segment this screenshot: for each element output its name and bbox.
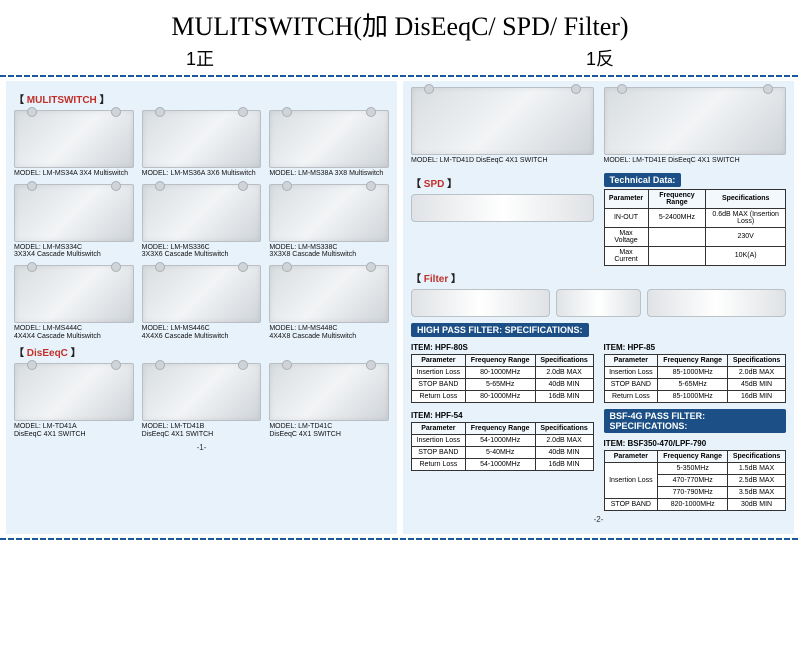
prod-cell: MODEL: LM-TD41E DisEeqC 4X1 SWITCH bbox=[604, 87, 787, 165]
prod-thumb bbox=[142, 184, 262, 242]
prod-caption: MODEL: LM-TD41D DisEeqC 4X1 SWITCH bbox=[411, 157, 594, 165]
page-left: 【 MULITSWITCH 】 MODEL: LM-MS34A 3X4 Mult… bbox=[6, 81, 397, 534]
diseeqc-grid: MODEL: LM-TD41A DisEeqC 4X1 SWITCH MODEL… bbox=[14, 363, 389, 438]
prod-thumb bbox=[14, 265, 134, 323]
prod-cell: MODEL: LM-TD41A DisEeqC 4X1 SWITCH bbox=[14, 363, 134, 438]
section-multiswitch-label: 【 MULITSWITCH 】 bbox=[14, 91, 389, 106]
prod-caption: MODEL: LM-MS38A 3X8 Multiswitch bbox=[269, 170, 389, 178]
hpf54-title: ITEM: HPF-54 bbox=[411, 411, 594, 420]
prod-cell: MODEL: LM-MS338C 3X3X8 Cascade Multiswit… bbox=[269, 184, 389, 259]
prod-cell: MODEL: LM-MS448C 4X4X8 Cascade Multiswit… bbox=[269, 265, 389, 340]
hpf-header: HIGH PASS FILTER: SPECIFICATIONS: bbox=[411, 323, 589, 337]
divider-bottom bbox=[0, 538, 800, 540]
prod-caption: MODEL: LM-MS338C 3X3X8 Cascade Multiswit… bbox=[269, 244, 389, 259]
hpf80-title: ITEM: HPF-80S bbox=[411, 343, 594, 352]
prod-cell: MODEL: LM-MS336C 3X3X6 Cascade Multiswit… bbox=[142, 184, 262, 259]
filter-thumbs bbox=[411, 289, 786, 317]
divider-top bbox=[0, 75, 800, 77]
prod-cell: MODEL: LM-TD41C DisEeqC 4X1 SWITCH bbox=[269, 363, 389, 438]
spd-thumb bbox=[411, 194, 594, 222]
technical-data-table: ParameterFrequency RangeSpecifications I… bbox=[604, 189, 787, 266]
page-right: MODEL: LM-TD41D DisEeqC 4X1 SWITCH MODEL… bbox=[403, 81, 794, 534]
prod-caption: MODEL: LM-MS446C 4X4X6 Cascade Multiswit… bbox=[142, 325, 262, 340]
prod-thumb bbox=[142, 363, 262, 421]
right-top-row: MODEL: LM-TD41D DisEeqC 4X1 SWITCH MODEL… bbox=[411, 87, 786, 165]
bsf-header: BSF-4G PASS FILTER: SPECIFICATIONS: bbox=[604, 409, 787, 433]
right-subtitle: 1反 bbox=[586, 45, 614, 71]
hpf54-table: ParameterFrequency RangeSpecifications I… bbox=[411, 422, 594, 471]
prod-thumb bbox=[269, 110, 389, 168]
multiswitch-grid: MODEL: LM-MS34A 3X4 Multiswitch MODEL: L… bbox=[14, 110, 389, 340]
prod-caption: MODEL: LM-MS336C 3X3X6 Cascade Multiswit… bbox=[142, 244, 262, 259]
page-number-right: -2- bbox=[411, 515, 786, 524]
pages-row: 【 MULITSWITCH 】 MODEL: LM-MS34A 3X4 Mult… bbox=[0, 81, 800, 534]
prod-caption: MODEL: LM-MS36A 3X6 Multiswitch bbox=[142, 170, 262, 178]
prod-caption: MODEL: LM-MS334C 3X3X4 Cascade Multiswit… bbox=[14, 244, 134, 259]
page-title: MULITSWITCH(加 DisEeqC/ SPD/ Filter) bbox=[0, 0, 800, 45]
prod-cell: MODEL: LM-MS446C 4X4X6 Cascade Multiswit… bbox=[142, 265, 262, 340]
prod-thumb bbox=[14, 110, 134, 168]
section-filter-label: 【 Filter 】 bbox=[411, 270, 786, 285]
hpf85-table: ParameterFrequency RangeSpecifications I… bbox=[604, 354, 787, 403]
subtitle-row: 1正 1反 bbox=[0, 45, 800, 75]
prod-cell: MODEL: LM-MS444C 4X4X4 Cascade Multiswit… bbox=[14, 265, 134, 340]
prod-caption: MODEL: LM-TD41E DisEeqC 4X1 SWITCH bbox=[604, 157, 787, 165]
prod-cell: MODEL: LM-MS334C 3X3X4 Cascade Multiswit… bbox=[14, 184, 134, 259]
prod-cell: MODEL: LM-MS34A 3X4 Multiswitch bbox=[14, 110, 134, 178]
prod-cell: MODEL: LM-MS38A 3X8 Multiswitch bbox=[269, 110, 389, 178]
prod-cell: MODEL: LM-TD41D DisEeqC 4X1 SWITCH bbox=[411, 87, 594, 165]
prod-caption: MODEL: LM-MS444C 4X4X4 Cascade Multiswit… bbox=[14, 325, 134, 340]
prod-thumb bbox=[14, 184, 134, 242]
page-number-left: -1- bbox=[14, 443, 389, 452]
prod-caption: MODEL: LM-TD41A DisEeqC 4X1 SWITCH bbox=[14, 423, 134, 438]
prod-cell: MODEL: LM-MS36A 3X6 Multiswitch bbox=[142, 110, 262, 178]
prod-thumb bbox=[14, 363, 134, 421]
prod-caption: MODEL: LM-MS448C 4X4X8 Cascade Multiswit… bbox=[269, 325, 389, 340]
section-spd-label: 【 SPD 】 bbox=[411, 175, 594, 190]
section-diseeqc-label: 【 DisEeqC 】 bbox=[14, 344, 389, 359]
bsf-title: ITEM: BSF350-470/LPF-790 bbox=[604, 439, 787, 448]
left-subtitle: 1正 bbox=[186, 45, 214, 71]
prod-thumb bbox=[604, 87, 787, 155]
prod-cell: MODEL: LM-TD41B DisEeqC 4X1 SWITCH bbox=[142, 363, 262, 438]
bsf-table: ParameterFrequency RangeSpecifications I… bbox=[604, 450, 787, 511]
prod-thumb bbox=[269, 265, 389, 323]
prod-caption: MODEL: LM-MS34A 3X4 Multiswitch bbox=[14, 170, 134, 178]
prod-thumb bbox=[411, 87, 594, 155]
filter-thumb bbox=[647, 289, 786, 317]
technical-data-header: Technical Data: bbox=[604, 173, 682, 187]
hpf85-title: ITEM: HPF-85 bbox=[604, 343, 787, 352]
prod-thumb bbox=[269, 184, 389, 242]
filter-thumb bbox=[556, 289, 640, 317]
prod-caption: MODEL: LM-TD41B DisEeqC 4X1 SWITCH bbox=[142, 423, 262, 438]
prod-thumb bbox=[142, 265, 262, 323]
prod-caption: MODEL: LM-TD41C DisEeqC 4X1 SWITCH bbox=[269, 423, 389, 438]
prod-thumb bbox=[142, 110, 262, 168]
prod-thumb bbox=[269, 363, 389, 421]
hpf80-table: ParameterFrequency RangeSpecifications I… bbox=[411, 354, 594, 403]
filter-thumb bbox=[411, 289, 550, 317]
